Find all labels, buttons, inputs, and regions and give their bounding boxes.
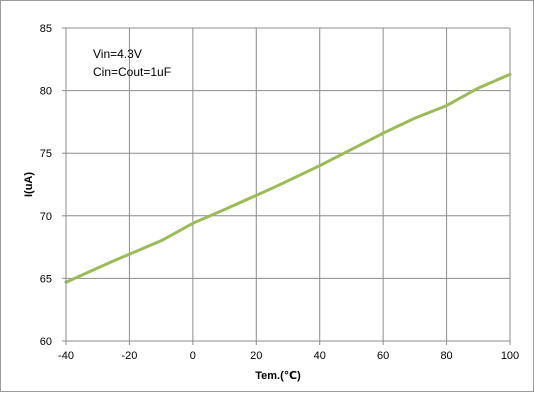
series-layer [64,72,512,284]
x-axis-title: Tem.(℃) [255,370,301,382]
plot-area [66,28,510,341]
series-line [64,72,512,284]
x-tick-label: -40 [58,350,74,362]
annotation-cin-cout: Cin=Cout=1uF [93,65,171,79]
x-tick-label: 100 [501,350,519,362]
y-tick-label: 60 [40,336,52,348]
y-tick-label: 70 [40,211,52,223]
tick-layer: -40 -20 0 20 40 60 80 100 60 65 70 75 80 85 [40,23,519,362]
x-tick-label: 40 [314,350,326,362]
y-tick-label: 65 [40,273,52,285]
y-tick-label: 80 [40,86,52,98]
x-tick-label: 20 [250,350,262,362]
x-tick-label: -20 [121,350,137,362]
y-tick-label: 85 [40,23,52,35]
y-tick-label: 75 [40,148,52,160]
x-tick-label: 60 [377,350,389,362]
x-tick-label: 80 [440,350,452,362]
annotation-vin: Vin=4.3V [93,47,142,61]
y-axis-title: I(uA) [23,172,35,197]
x-tick-label: 0 [190,350,196,362]
